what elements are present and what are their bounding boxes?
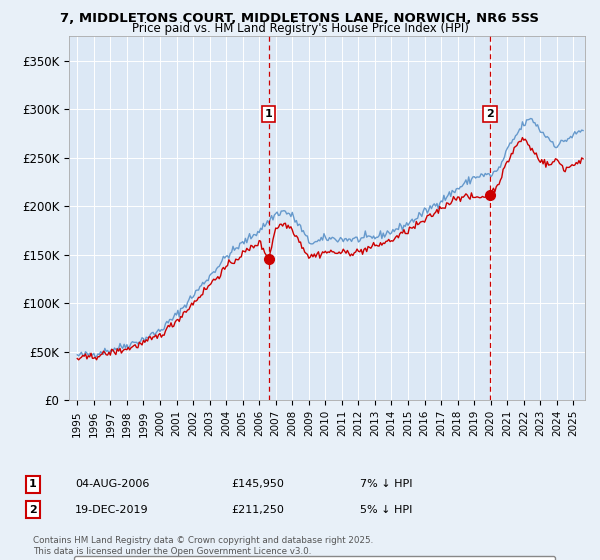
Text: £145,950: £145,950 — [231, 479, 284, 489]
Text: Contains HM Land Registry data © Crown copyright and database right 2025.
This d: Contains HM Land Registry data © Crown c… — [33, 536, 373, 556]
Text: 2: 2 — [29, 505, 37, 515]
Text: 2: 2 — [486, 109, 494, 119]
Text: 04-AUG-2006: 04-AUG-2006 — [75, 479, 149, 489]
Text: 7% ↓ HPI: 7% ↓ HPI — [360, 479, 413, 489]
Text: 5% ↓ HPI: 5% ↓ HPI — [360, 505, 412, 515]
Text: 1: 1 — [29, 479, 37, 489]
Text: 1: 1 — [265, 109, 272, 119]
Text: £211,250: £211,250 — [231, 505, 284, 515]
Text: Price paid vs. HM Land Registry's House Price Index (HPI): Price paid vs. HM Land Registry's House … — [131, 22, 469, 35]
Text: 7, MIDDLETONS COURT, MIDDLETONS LANE, NORWICH, NR6 5SS: 7, MIDDLETONS COURT, MIDDLETONS LANE, NO… — [61, 12, 539, 25]
Text: 19-DEC-2019: 19-DEC-2019 — [75, 505, 149, 515]
Legend: 7, MIDDLETONS COURT, MIDDLETONS LANE, NORWICH, NR6 5SS (semi-detached house), HP: 7, MIDDLETONS COURT, MIDDLETONS LANE, NO… — [74, 557, 555, 560]
